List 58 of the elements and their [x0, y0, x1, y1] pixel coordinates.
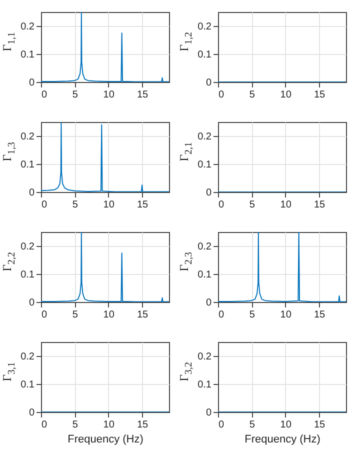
x-tick-label: 15 — [136, 90, 149, 100]
x-tick-label: 15 — [314, 90, 326, 100]
y-tick-label: 0 — [28, 188, 35, 198]
y-tick-label: 0.2 — [198, 352, 212, 362]
x-tick-label: 15 — [136, 310, 149, 320]
y-tick-label: 0.1 — [198, 160, 212, 170]
x-tick-label: 5 — [72, 200, 78, 210]
x-tick-label: 0 — [218, 420, 224, 430]
x-tick-label: 0 — [42, 420, 48, 430]
x-tick-label: 10 — [103, 310, 115, 320]
x-tick-label: 10 — [103, 200, 115, 210]
y-tick-label: 0.1 — [20, 270, 35, 280]
y-tick-label: 0 — [206, 408, 212, 418]
y-tick-label: 0 — [206, 188, 212, 198]
y-tick-label: 0.2 — [20, 132, 35, 142]
x-tick-label: 0 — [218, 200, 224, 210]
x-tick-label: 0 — [42, 200, 48, 210]
y-tick-label: 0.2 — [20, 242, 35, 252]
x-tick-label: 15 — [314, 310, 326, 320]
y-tick-label: 0.2 — [20, 22, 35, 32]
x-tick-label: 10 — [103, 420, 115, 430]
x-tick-label: 10 — [280, 200, 292, 210]
y-tick-label: 0 — [28, 298, 35, 308]
y-tick-label: 0.1 — [20, 380, 35, 390]
x-tick-label: 5 — [72, 90, 78, 100]
x-tick-label: 10 — [280, 90, 292, 100]
x-tick-label: 0 — [218, 90, 224, 100]
y-tick-label: 0.2 — [20, 352, 35, 362]
x-tick-label: 5 — [249, 310, 256, 320]
x-tick-label: 0 — [218, 310, 224, 320]
x-tick-label: 5 — [249, 90, 256, 100]
y-tick-label: 0 — [28, 78, 35, 88]
x-tick-label: 5 — [72, 420, 78, 430]
x-axis-title: Frequency (Hz) — [244, 434, 320, 446]
y-tick-label: 0.1 — [198, 50, 212, 60]
y-tick-label: 0.2 — [198, 22, 212, 32]
y-tick-label: 0.1 — [20, 50, 35, 60]
x-tick-label: 15 — [314, 420, 326, 430]
y-tick-label: 0.2 — [198, 132, 212, 142]
x-tick-label: 15 — [136, 200, 149, 210]
x-tick-label: 10 — [280, 420, 292, 430]
x-tick-label: 0 — [42, 310, 48, 320]
x-tick-label: 5 — [249, 420, 256, 430]
x-tick-label: 0 — [42, 90, 48, 100]
y-tick-label: 0.2 — [198, 242, 212, 252]
x-tick-label: 10 — [103, 90, 115, 100]
x-tick-label: 10 — [280, 310, 292, 320]
y-tick-label: 0 — [206, 78, 212, 88]
x-tick-label: 15 — [314, 200, 326, 210]
y-tick-label: 0 — [206, 298, 212, 308]
y-tick-label: 0.1 — [198, 380, 212, 390]
x-tick-label: 5 — [249, 200, 256, 210]
x-axis-title: Frequency (Hz) — [68, 434, 144, 446]
x-tick-label: 15 — [136, 420, 149, 430]
y-tick-label: 0.1 — [198, 270, 212, 280]
x-tick-label: 5 — [72, 310, 78, 320]
y-tick-label: 0 — [28, 408, 35, 418]
y-tick-label: 0.1 — [20, 160, 35, 170]
